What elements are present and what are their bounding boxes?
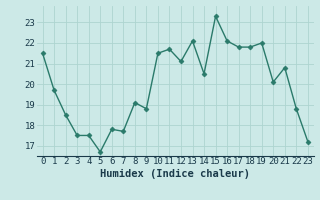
- X-axis label: Humidex (Indice chaleur): Humidex (Indice chaleur): [100, 169, 250, 179]
